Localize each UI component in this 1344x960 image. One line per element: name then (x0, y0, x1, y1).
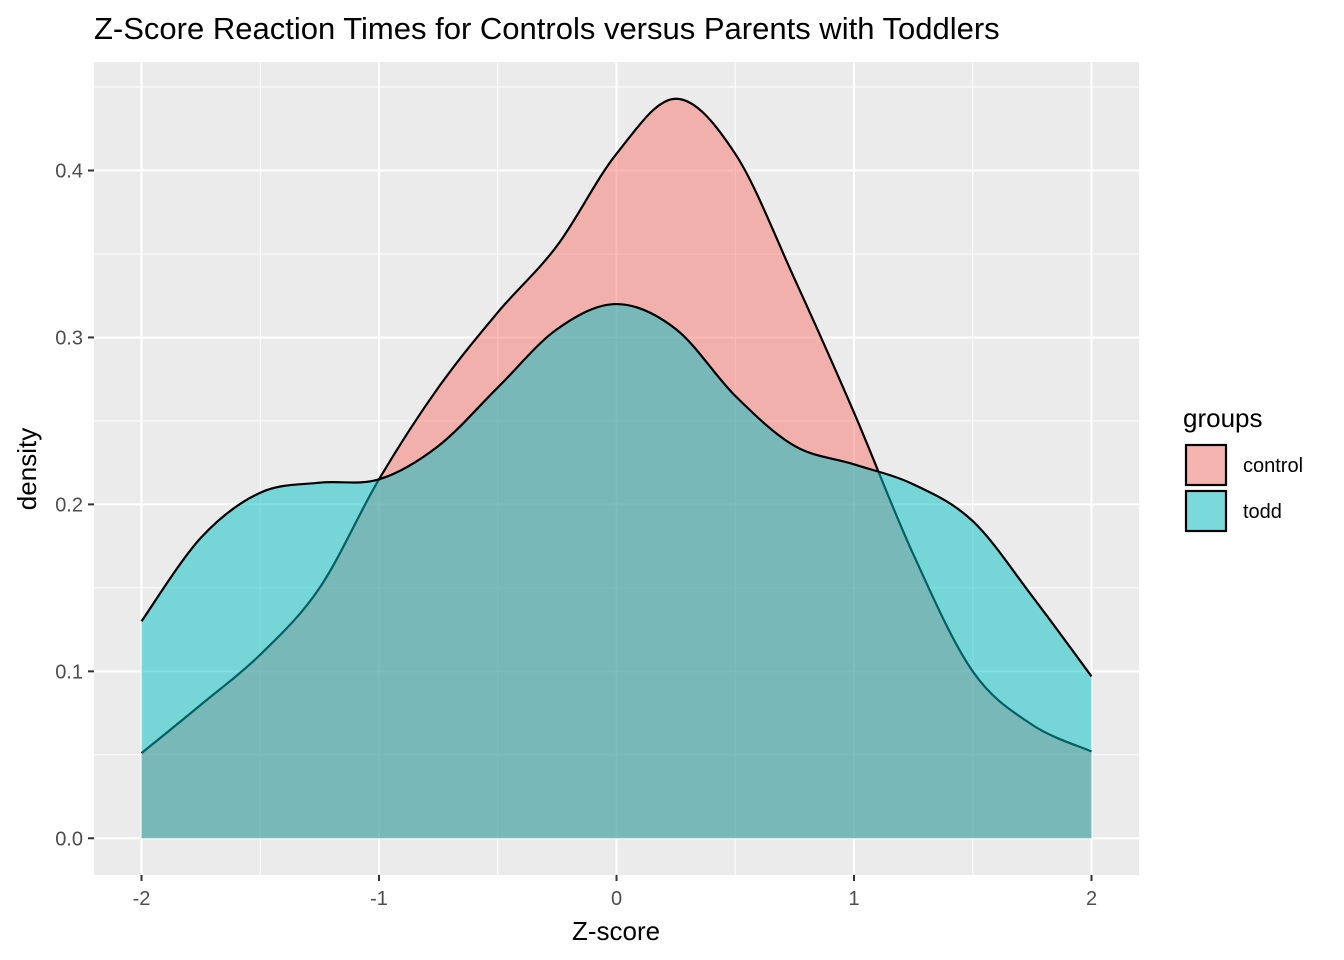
density-line-todd (140, 302, 1093, 677)
legend: groups control todd (1183, 403, 1303, 533)
x-tick-label: -2 (133, 888, 151, 910)
y-tick-label: 0.0 (55, 828, 83, 850)
y-tick-label: 0.1 (55, 661, 83, 683)
density-areas (140, 97, 1093, 839)
y-axis-title: density (12, 428, 42, 510)
legend-key-control (1184, 443, 1228, 487)
x-tick-label: 1 (848, 888, 859, 910)
y-tick-label: 0.4 (55, 161, 83, 183)
legend-key-todd (1184, 489, 1228, 533)
legend-label-todd: todd (1243, 501, 1282, 523)
legend-label-control: control (1243, 455, 1303, 477)
density-area-todd (141, 304, 1092, 839)
x-axis-title: Z-score (572, 916, 660, 946)
y-tick-label: 0.2 (55, 494, 83, 516)
legend-title: groups (1183, 403, 1263, 433)
x-tick-label: 2 (1086, 888, 1097, 910)
x-tick-label: 0 (611, 888, 622, 910)
y-axis: 0.0 0.1 0.2 0.3 0.4 (55, 161, 94, 850)
chart-title: Z-Score Reaction Times for Controls vers… (94, 11, 1000, 46)
y-tick-label: 0.3 (55, 327, 83, 349)
x-axis: -2 -1 0 1 2 (133, 875, 1097, 910)
x-tick-label: -1 (370, 888, 388, 910)
